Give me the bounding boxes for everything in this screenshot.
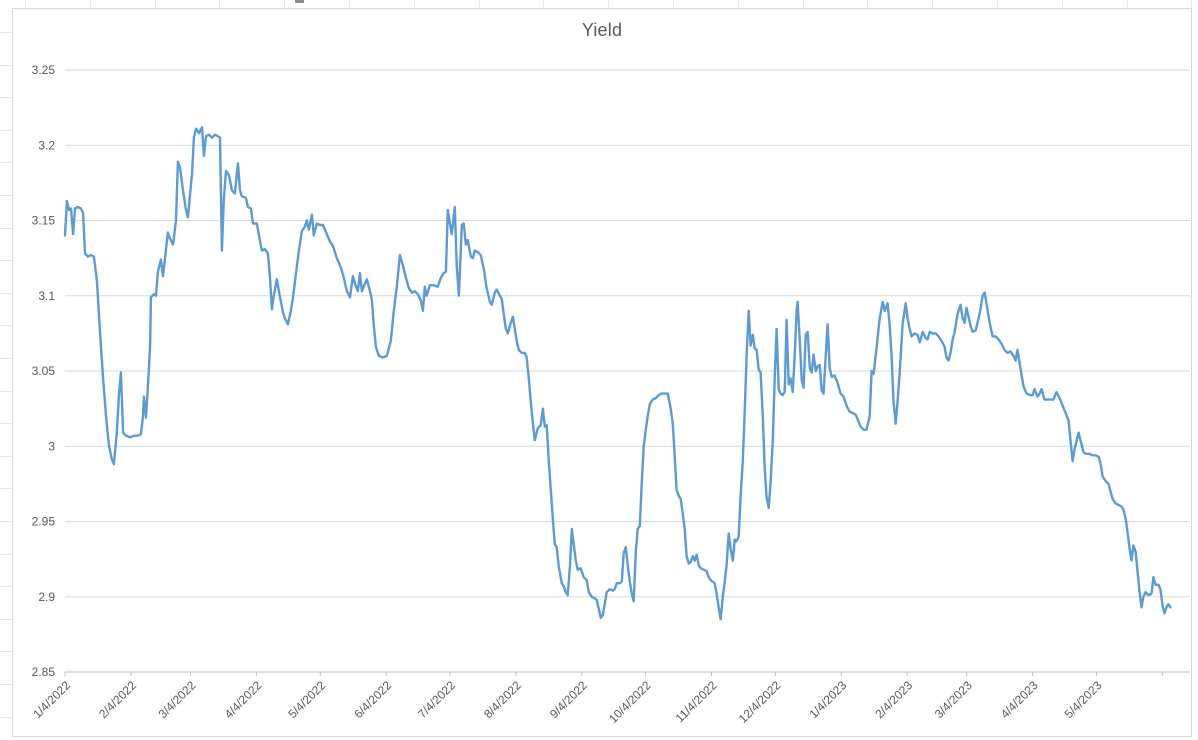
svg-text:5/4/2022: 5/4/2022 xyxy=(285,678,328,721)
x-axis-labels: 1/4/2022 2/4/2022 3/4/2022 4/4/2022 5/4/2022… xyxy=(30,678,1105,726)
chart-title: Yield xyxy=(581,20,623,40)
svg-text:2.85: 2.85 xyxy=(32,665,56,679)
svg-text:3/4/2023: 3/4/2023 xyxy=(932,678,975,721)
svg-text:2/4/2022: 2/4/2022 xyxy=(96,678,139,721)
svg-text:1/4/2022: 1/4/2022 xyxy=(30,678,73,721)
svg-text:10/4/2022: 10/4/2022 xyxy=(606,678,654,726)
svg-text:4/4/2022: 4/4/2022 xyxy=(222,678,265,721)
svg-text:2/4/2023: 2/4/2023 xyxy=(872,678,915,721)
y-axis-labels: 2.85 2.9 2.95 3 3.05 3.1 3.15 3.2 3.25 xyxy=(32,63,56,679)
svg-text:3.25: 3.25 xyxy=(32,63,56,77)
svg-text:5/4/2023: 5/4/2023 xyxy=(1062,678,1105,721)
svg-text:3.1: 3.1 xyxy=(38,289,55,303)
svg-text:11/4/2022: 11/4/2022 xyxy=(673,678,720,725)
gridlines xyxy=(65,69,1190,598)
svg-text:1/4/2023: 1/4/2023 xyxy=(806,678,849,721)
svg-text:3: 3 xyxy=(48,439,55,453)
svg-text:3.05: 3.05 xyxy=(32,364,56,378)
svg-text:2.9: 2.9 xyxy=(38,590,55,604)
svg-text:6/4/2022: 6/4/2022 xyxy=(351,678,394,721)
svg-text:2.95: 2.95 xyxy=(32,515,56,529)
svg-text:12/4/2022: 12/4/2022 xyxy=(736,678,784,726)
svg-text:3.2: 3.2 xyxy=(38,138,55,152)
x-axis xyxy=(64,671,1190,676)
svg-text:4/4/2023: 4/4/2023 xyxy=(998,678,1041,721)
svg-text:9/4/2022: 9/4/2022 xyxy=(547,678,590,721)
svg-text:8/4/2022: 8/4/2022 xyxy=(481,678,524,721)
svg-text:3.15: 3.15 xyxy=(32,214,56,228)
svg-text:7/4/2022: 7/4/2022 xyxy=(415,678,458,721)
yield-series-line xyxy=(63,125,1172,621)
svg-text:3/4/2022: 3/4/2022 xyxy=(156,678,199,721)
